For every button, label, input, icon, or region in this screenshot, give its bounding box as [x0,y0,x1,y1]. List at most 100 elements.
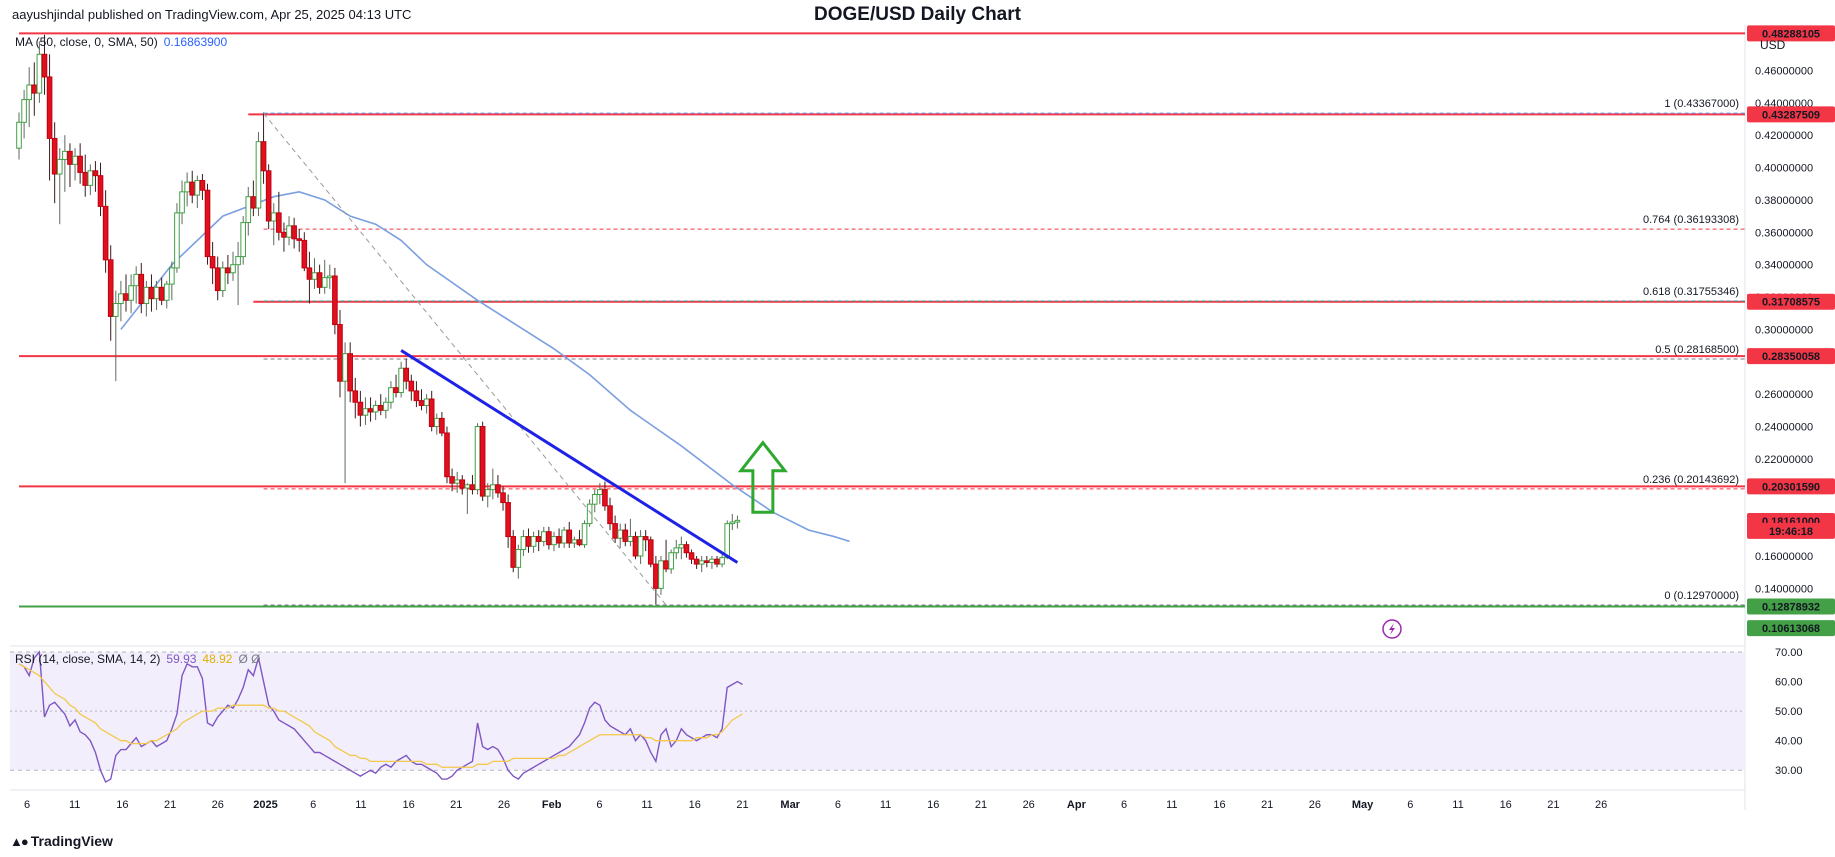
time-tick-label: 26 [1309,799,1321,811]
ma50-line [120,191,850,543]
candle-bearish [535,536,542,542]
candle-bullish [118,293,124,305]
candle-bearish [525,536,532,547]
candle-bullish [474,426,481,491]
fibonacci-retracement: 1 (0.43367000) 0.764 (0.36193308) 0.618 (0… [263,98,1745,606]
candle-bullish [454,479,460,484]
candle-bearish [367,408,374,413]
price-label-text: 0.43287509 [1762,109,1820,121]
candle-bearish [576,539,583,546]
time-tick-label: 26 [212,799,224,811]
candle-bearish [683,544,690,554]
candle-bearish [225,267,231,274]
candle-bearish [332,275,338,326]
candle-bearish [500,492,506,504]
candle-bearish [418,400,425,406]
price-tick-label: 0.24000000 [1755,422,1813,434]
candle-bearish [148,286,155,300]
candle-bearish [214,267,221,292]
time-tick-label: 16 [689,799,701,811]
candle-bearish [444,432,450,478]
candle-bullish [87,170,94,186]
time-tick-label: 16 [402,799,414,811]
tradingview-logo[interactable]: ▲● TradingView [10,833,113,849]
candle-bearish [265,170,272,222]
candle-bullish [26,84,32,101]
rsi-tick-label: 40.00 [1775,736,1803,748]
price-label-badge [1747,293,1835,310]
time-tick-label: 26 [498,799,510,811]
price-label-text: 0.31708575 [1762,297,1820,309]
candle-bullish [551,536,557,546]
candle-bearish [546,531,552,546]
candle-bullish [240,222,246,258]
candle-bullish [56,158,63,175]
time-tick-label: 11 [355,799,366,811]
time-tick-label: 21 [1547,799,1559,811]
candle-bullish [540,531,547,542]
time-tick-label: 26 [1595,799,1607,811]
time-tick-label: May [1352,799,1374,811]
time-tick-label: 26 [1023,799,1035,811]
rsi-legend[interactable]: RSI (14, close, SMA, 14, 2) 59.93 48.92 Ø Ø [15,652,260,666]
drawings [263,113,788,606]
candle-bearish [566,529,573,544]
candle-bearish [479,426,486,497]
time-tick-label: 21 [164,799,176,811]
time-tick-label: 6 [1121,799,1127,811]
candlestick-series [16,34,741,605]
candle-bearish [209,256,216,269]
rsi-ma-line [18,663,743,768]
time-tick-label: Mar [780,799,800,811]
ma-legend[interactable]: MA (50, close, 0, SMA, 50) 0.16863900 [15,35,227,49]
rsi-tick-label: 60.00 [1775,677,1803,689]
candle-bullish [515,549,522,568]
time-tick-label: 6 [835,799,841,811]
candle-bullish [230,264,236,274]
price-tick-label: 0.46000000 [1755,65,1813,77]
price-tick-label: 0.22000000 [1755,454,1813,466]
time-tick-label: 6 [1407,799,1413,811]
time-tick-label: 6 [310,799,316,811]
price-labels: 0.48288105 0.43287509 0.31708575 0.28350058… [1747,25,1835,637]
candle-bearish [306,267,313,280]
candle-bearish [296,238,303,241]
candle-bearish [663,560,669,570]
candle-bearish [46,76,53,139]
candle-bullish [62,150,68,160]
rsi-legend-value: 59.93 [166,652,197,666]
candle-bullish [163,283,170,301]
candle-bearish [607,505,613,525]
price-label-badge [1747,522,1835,539]
time-tick-label: 11 [69,799,80,811]
candle-bearish [403,367,410,382]
fib-level-label: 1 (0.43367000) [1664,98,1739,110]
lightning-icon[interactable] [1382,619,1402,639]
candle-bearish [714,558,720,565]
time-axis[interactable]: 6 11 16 21 26 2025 6 11 16 21 26 Feb 6 11 16 21 Mar 6 11 16… [24,799,1607,811]
candle-bullish [245,196,252,224]
price-axis[interactable]: 0.460000000.440000000.420000000.40000000… [1755,65,1813,777]
currency-label: USD [1760,38,1786,52]
candle-bearish [352,390,359,403]
publisher-attribution: aayushjindal published on TradingView.co… [12,7,412,22]
candle-bullish [72,155,78,165]
candle-bullish [597,489,603,495]
candle-bullish [581,523,588,546]
price-label-badge [1747,106,1835,123]
price-tick-label: 0.34000000 [1755,260,1813,272]
candle-bullish [423,398,430,406]
candle-bullish [133,273,139,287]
candle-bullish [372,404,379,413]
rsi-pane [10,650,1745,784]
time-tick-label: 16 [927,799,939,811]
up-arrow-icon [737,440,788,514]
candle-bullish [153,286,160,300]
candle-bearish [612,523,618,539]
price-tick-label: 0.42000000 [1755,130,1813,142]
candle-bullish [719,557,725,565]
candle-bullish [561,529,567,544]
candle-bullish [321,277,328,288]
ma-legend-value: 0.16863900 [163,35,228,49]
